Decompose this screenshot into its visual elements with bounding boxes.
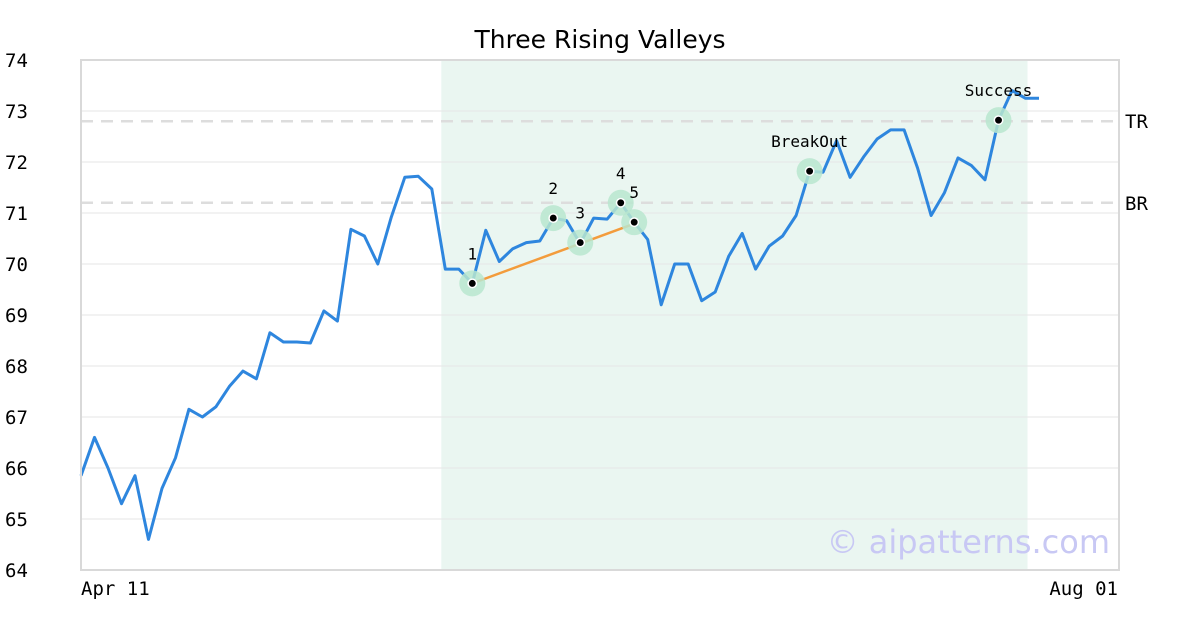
marker-label-5: 5: [629, 183, 639, 202]
x-tick-label-end: Aug 01: [1049, 578, 1118, 600]
level-label-tr: TR: [1125, 111, 1148, 133]
marker-point-3: [575, 237, 586, 248]
marker-point-2: [548, 213, 559, 224]
y-tick-label: 74: [5, 50, 28, 72]
y-tick-label: 69: [5, 305, 28, 327]
level-label-br: BR: [1125, 193, 1148, 215]
y-tick-label: 65: [5, 509, 28, 531]
marker-label-2: 2: [548, 179, 558, 198]
watermark: © aipatterns.com: [827, 523, 1110, 561]
marker-point-breakout: [804, 166, 815, 177]
plot-frame: [80, 59, 1120, 571]
y-tick-label: 71: [5, 203, 28, 225]
y-tick-label: 70: [5, 254, 28, 276]
x-tick-label-start: Apr 11: [81, 578, 150, 600]
y-tick-label: 73: [5, 101, 28, 123]
marker-label-success: Success: [965, 81, 1032, 100]
trendline: [471, 224, 631, 285]
marker-label-4: 4: [616, 164, 626, 183]
marker-label-breakout: BreakOut: [771, 132, 848, 151]
pattern-markers: 1 23 45 BreakOut Success: [459, 81, 1032, 297]
marker-point-success: [993, 115, 1004, 126]
y-tick-label: 66: [5, 458, 28, 480]
marker-label-1: 1: [467, 244, 477, 263]
marker-point-5: [629, 217, 640, 228]
chart-title: Three Rising Valleys: [473, 25, 725, 54]
marker-label-3: 3: [575, 204, 585, 223]
level-lines: TR BR: [81, 111, 1148, 215]
y-tick-label: 64: [5, 560, 28, 582]
marker-point-1: [467, 278, 478, 289]
y-tick-label: 67: [5, 407, 28, 429]
y-tick-label: 72: [5, 152, 28, 174]
y-tick-label: 68: [5, 356, 28, 378]
marker-point-4: [615, 197, 626, 208]
x-axis-ticks: Apr 11 Aug 01: [81, 578, 1118, 600]
y-axis-ticks: 64 65 66 67 68 69 70 71 72 73 74: [5, 50, 28, 582]
